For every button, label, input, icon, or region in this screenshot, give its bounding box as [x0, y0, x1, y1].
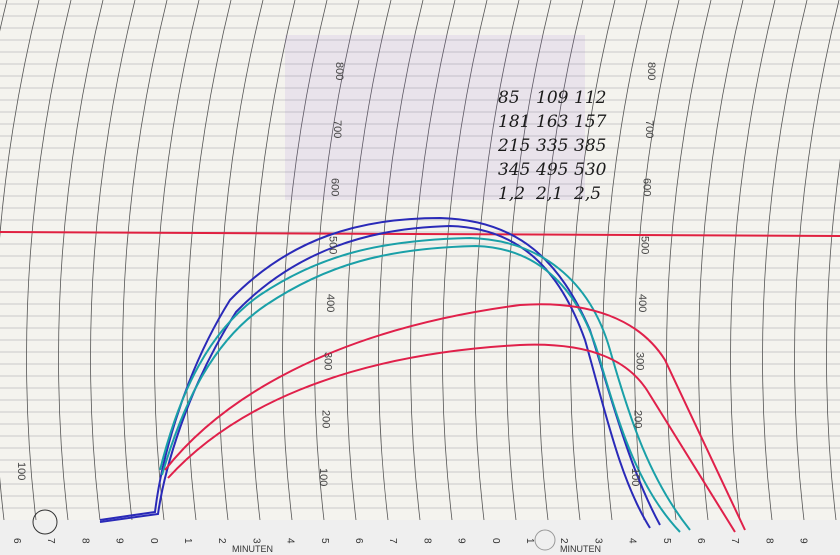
- trace-red: [164, 303, 746, 531]
- handwritten-value: 215: [497, 136, 530, 156]
- minute-digit: 7: [729, 538, 740, 544]
- handwritten-value: 85: [498, 88, 520, 108]
- grid-arc: [410, 0, 456, 521]
- minute-strip: [0, 520, 840, 555]
- handwritten-value: 2,1: [535, 184, 563, 204]
- minute-digit: 4: [627, 538, 638, 544]
- grid-arc: [250, 0, 296, 521]
- minute-digit: 7: [45, 538, 56, 544]
- handwritten-value: 112: [574, 88, 606, 108]
- grid-arc: [346, 0, 392, 521]
- grid-arc: [538, 0, 584, 521]
- grid-arc: [634, 0, 680, 521]
- scale-label: 300: [322, 352, 334, 370]
- minute-digit: 3: [250, 538, 261, 544]
- minute-digit: 5: [661, 538, 672, 544]
- grid-arc: [378, 0, 424, 521]
- scale-label: 600: [641, 178, 653, 196]
- scale-label: 800: [333, 62, 345, 80]
- grid-arc: [442, 0, 488, 521]
- minute-digit: 6: [695, 538, 706, 544]
- limit-line: [0, 231, 840, 237]
- handwritten-value: 163: [536, 112, 568, 132]
- grid-arc: [698, 0, 744, 521]
- scale-label: 500: [326, 236, 338, 254]
- grid-arc: [90, 0, 136, 521]
- minute-digit: 1: [182, 538, 193, 544]
- minute-digit: 9: [114, 538, 125, 544]
- grid-arc: [58, 0, 104, 521]
- minute-digit: 9: [456, 538, 467, 544]
- scale-label: 100: [317, 468, 329, 486]
- minute-digit: 5: [319, 538, 330, 544]
- minute-digit: 3: [592, 538, 603, 544]
- trace-red: [167, 343, 736, 533]
- trace-teal: [159, 236, 691, 531]
- grid-arc: [762, 0, 808, 521]
- scale-label: 200: [319, 410, 331, 428]
- scale-label: 700: [331, 120, 343, 138]
- scale-label: 400: [324, 294, 336, 312]
- handwritten-value: 495: [535, 160, 568, 180]
- grid-arc: [730, 0, 776, 521]
- grid-arc: [314, 0, 360, 521]
- minute-digit: 8: [79, 538, 90, 544]
- minute-digit: 0: [490, 538, 501, 544]
- handwritten-value: 2,5: [573, 184, 601, 204]
- grid-arc: [794, 0, 840, 521]
- grid-arc: [602, 0, 648, 521]
- grid-arc: [154, 0, 200, 521]
- scale-label: 100: [15, 462, 27, 480]
- handwritten-value: 109: [536, 88, 569, 108]
- grid-arc: [826, 159, 840, 521]
- scale-label: 400: [636, 294, 648, 312]
- handwritten-value: 345: [498, 160, 530, 180]
- grid-arc: [474, 0, 520, 521]
- minute-digit: 1: [524, 538, 535, 544]
- scale-label: 200: [631, 410, 643, 428]
- handwritten-value: 335: [536, 136, 568, 156]
- handwritten-value: 385: [574, 136, 606, 156]
- stamp: [285, 35, 585, 200]
- scale-label: 300: [634, 352, 646, 370]
- scale-label: 800: [645, 62, 657, 80]
- handwritten-value: 530: [574, 160, 607, 180]
- minute-digit: 0: [148, 538, 159, 544]
- grid-arc: [0, 0, 40, 521]
- trace-teal: [161, 244, 681, 533]
- minute-digit: 2: [558, 538, 569, 544]
- minute-caption: MINUTEN: [232, 544, 273, 554]
- grid-arc: [218, 0, 264, 521]
- grid-arc: [666, 0, 712, 521]
- grid-arc: [26, 0, 72, 521]
- grid-arc: [506, 0, 552, 521]
- grid-arc: [122, 0, 168, 521]
- minute-digit: 8: [421, 538, 432, 544]
- minute-digit: 4: [285, 538, 296, 544]
- minute-digit: 6: [11, 538, 22, 544]
- handwritten-value: 157: [574, 112, 607, 132]
- minute-digit: 6: [353, 538, 364, 544]
- scale-label: 500: [638, 236, 650, 254]
- traces: [99, 216, 746, 533]
- minute-caption: MINUTEN: [560, 544, 601, 554]
- grid-arc: [282, 0, 328, 521]
- scale-label: 700: [643, 120, 655, 138]
- scale-label: 100: [629, 468, 641, 486]
- handwritten-value: 181: [498, 112, 530, 132]
- handwritten-value: 1,2: [498, 184, 525, 204]
- labels: 1002003004005006007008001002003004005006…: [11, 62, 809, 554]
- scale-label: 600: [329, 178, 341, 196]
- grid-arc: [570, 0, 616, 521]
- minute-digit: 9: [798, 538, 809, 544]
- minute-digit: 8: [763, 538, 774, 544]
- minute-digit: 7: [387, 538, 398, 544]
- minute-digit: 2: [216, 538, 227, 544]
- punch-hole: [534, 529, 556, 551]
- grid-arc: [186, 0, 232, 521]
- punch-hole: [32, 509, 58, 535]
